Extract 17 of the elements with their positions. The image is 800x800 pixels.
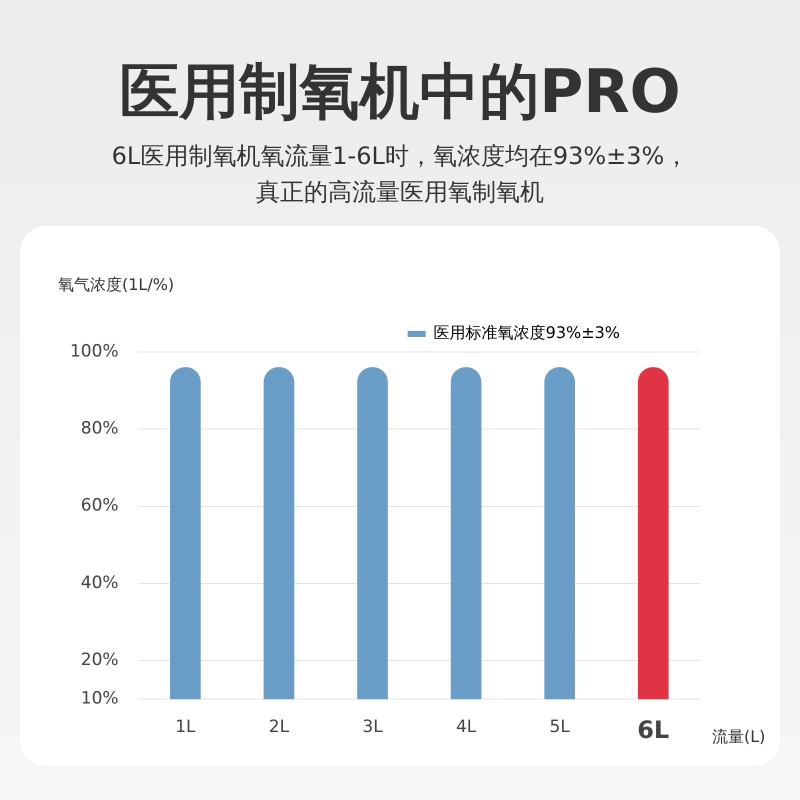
y-tick-label: 10%	[80, 688, 119, 709]
y-tick-label: 20%	[80, 650, 119, 670]
y-tick-label: 100%	[70, 341, 119, 362]
chart-subtitle: 6L医用制氧机氧流量1-6L时，氧浓度均在93%±3%，真正的高流量医用氧制氧机	[110, 141, 690, 208]
x-tick-label: 3L	[362, 716, 384, 737]
y-tick-label: 40%	[80, 572, 119, 593]
y-axis-title: 氧气浓度(1L/%)	[58, 275, 174, 294]
y-tick-label: 60%	[80, 496, 119, 516]
x-tick-label: 4L	[456, 716, 477, 737]
chart-title: 医用制氧机中的PRO	[118, 56, 682, 129]
x-tick-label: 5L	[550, 716, 570, 737]
x-axis-title: 流量(L)	[712, 727, 766, 746]
x-tick-label: 2L	[268, 716, 290, 737]
legend-label: 医用标准氧浓度93%±3%	[434, 323, 620, 342]
x-tick-label: 6L	[637, 716, 670, 744]
y-tick-label: 80%	[80, 418, 119, 439]
x-tick-label: 1L	[175, 716, 196, 737]
